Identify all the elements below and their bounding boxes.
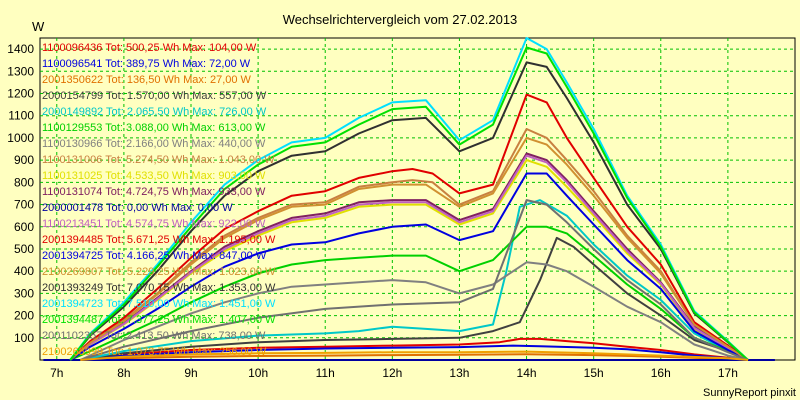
y-axis-unit-label: W — [32, 19, 45, 34]
x-tick-label: 11h — [316, 366, 335, 380]
legend-entry: 2000154799 Tot: 1.570,00 Wh Max: 557,00 … — [42, 90, 267, 102]
x-tick-label: 13h — [449, 366, 469, 380]
y-tick-label: 400 — [14, 264, 34, 278]
y-tick-label: 700 — [14, 198, 34, 212]
legend-entry: 2001394723 Tot: 7.510,00 Wh Max: 1.451,0… — [42, 298, 276, 310]
x-tick-label: 7h — [50, 366, 63, 380]
y-tick-labels: 100 200 300 400 500 600 700 800 900 1000 1100 1200 1… — [7, 42, 34, 345]
legend-entry: 2001394725 Tot: 4.166,25 Wh Max: 847,00 … — [42, 250, 267, 262]
y-tick-label: 100 — [14, 331, 34, 345]
legend-entry: 1100130966 Tot: 2.166,00 Wh Max: 440,00 … — [42, 138, 266, 150]
series-line-2 — [80, 353, 749, 361]
x-tick-label: 12h — [382, 366, 402, 380]
series-line-17 — [69, 46, 749, 361]
series-line-19 — [80, 350, 749, 361]
legend-entry: 1100096436 Tot: 500,25 Wh Max: 104,00 W — [42, 42, 257, 54]
x-tick-label: 16h — [651, 366, 671, 380]
y-tick-label: 300 — [14, 286, 34, 300]
legend-entry: 1100129553 Tot: 3.088,00 Wh Max: 613,00 … — [42, 122, 266, 134]
x-tick-label: 14h — [517, 366, 537, 380]
series-line-14 — [69, 136, 749, 361]
y-tick-label: 1200 — [7, 87, 34, 101]
y-tick-label: 800 — [14, 175, 34, 189]
legend-entry: 2100269807 Tot: 5.229,25 Wh Max: 1.023,0… — [42, 266, 276, 278]
plot-area — [39, 37, 796, 361]
legend-entry: 2001394487 Tot: 7.377,25 Wh Max: 1.407,0… — [42, 314, 276, 326]
legend-entry: 1100213451 Tot: 4.574,75 Wh Max: 922,00 … — [42, 218, 266, 230]
legend-entry: 1100096541 Tot: 389,75 Wh Max: 72,00 W — [42, 58, 251, 70]
y-tick-label: 1000 — [7, 131, 34, 145]
series-line-15 — [69, 61, 749, 361]
x-tick-label: 8h — [117, 366, 130, 380]
legend: 1100096436 Tot: 500,25 Wh Max: 104,00 W 1… — [42, 42, 276, 358]
legend-entry: 1100131006 Tot: 5.274,50 Wh Max: 1.043,0… — [42, 154, 275, 166]
x-tick-label: 10h — [248, 366, 268, 380]
series-line-16 — [69, 37, 749, 361]
legend-entry: 2001350622 Tot: 136,50 Wh Max: 27,00 W — [42, 74, 252, 86]
series-line-11 — [69, 154, 749, 361]
series-lines — [43, 37, 775, 361]
series-line-12 — [69, 93, 749, 361]
x-tick-labels: 7h 8h 9h 10h 11h 12h 13h 14h 15h 16h 17h — [50, 366, 738, 380]
series-line-3 — [80, 236, 749, 361]
y-tick-label: 1400 — [7, 42, 34, 56]
legend-entry: 2100268999 Tot: 1.073,75 Wh Max: 256,00 … — [42, 346, 267, 358]
legend-entry: 2000149892 Tot: 2.065,50 Wh Max: 726,00 … — [42, 106, 267, 118]
y-tick-label: 200 — [14, 309, 34, 323]
chart-title: Wechselrichtervergleich vom 27.02.2013 — [283, 12, 518, 27]
series-line-18 — [80, 199, 749, 361]
legend-entry: 2001393249 Tot: 7.070,75 Wh Max: 1.353,0… — [42, 282, 276, 294]
series-line-1 — [80, 344, 749, 361]
x-tick-label: 9h — [184, 366, 197, 380]
y-tick-label: 1100 — [8, 109, 34, 123]
series-line-0 — [80, 337, 749, 361]
y-tick-label: 600 — [14, 220, 34, 234]
series-line-5 — [69, 225, 749, 361]
series-line-13 — [69, 172, 749, 361]
legend-entry: 1100131025 Tot: 4.533,50 Wh Max: 903,00 … — [42, 170, 266, 182]
series-line-4 — [80, 199, 749, 361]
legend-entry: 2000001478 Tot: 0,00 Wh Max: 0,00 W — [42, 202, 233, 214]
series-line-6 — [79, 261, 749, 361]
series-line-7 — [69, 128, 749, 361]
x-tick-label: 17h — [718, 366, 738, 380]
legend-entry: 2001102357 Tot: 2.413,50 Wh Max: 738,00 … — [42, 330, 266, 342]
legend-entry: 1100131074 Tot: 4.724,75 Wh Max: 933,00 … — [42, 186, 266, 198]
y-tick-label: 500 — [14, 242, 34, 256]
y-tick-label: 900 — [14, 153, 34, 167]
footer-credit: SunnyReport pinxit — [703, 387, 796, 399]
y-tick-label: 1300 — [7, 64, 34, 78]
x-tick-label: 15h — [584, 366, 604, 380]
legend-entry: 2001394485 Tot: 5.671,25 Wh Max: 1.195,0… — [42, 234, 276, 246]
